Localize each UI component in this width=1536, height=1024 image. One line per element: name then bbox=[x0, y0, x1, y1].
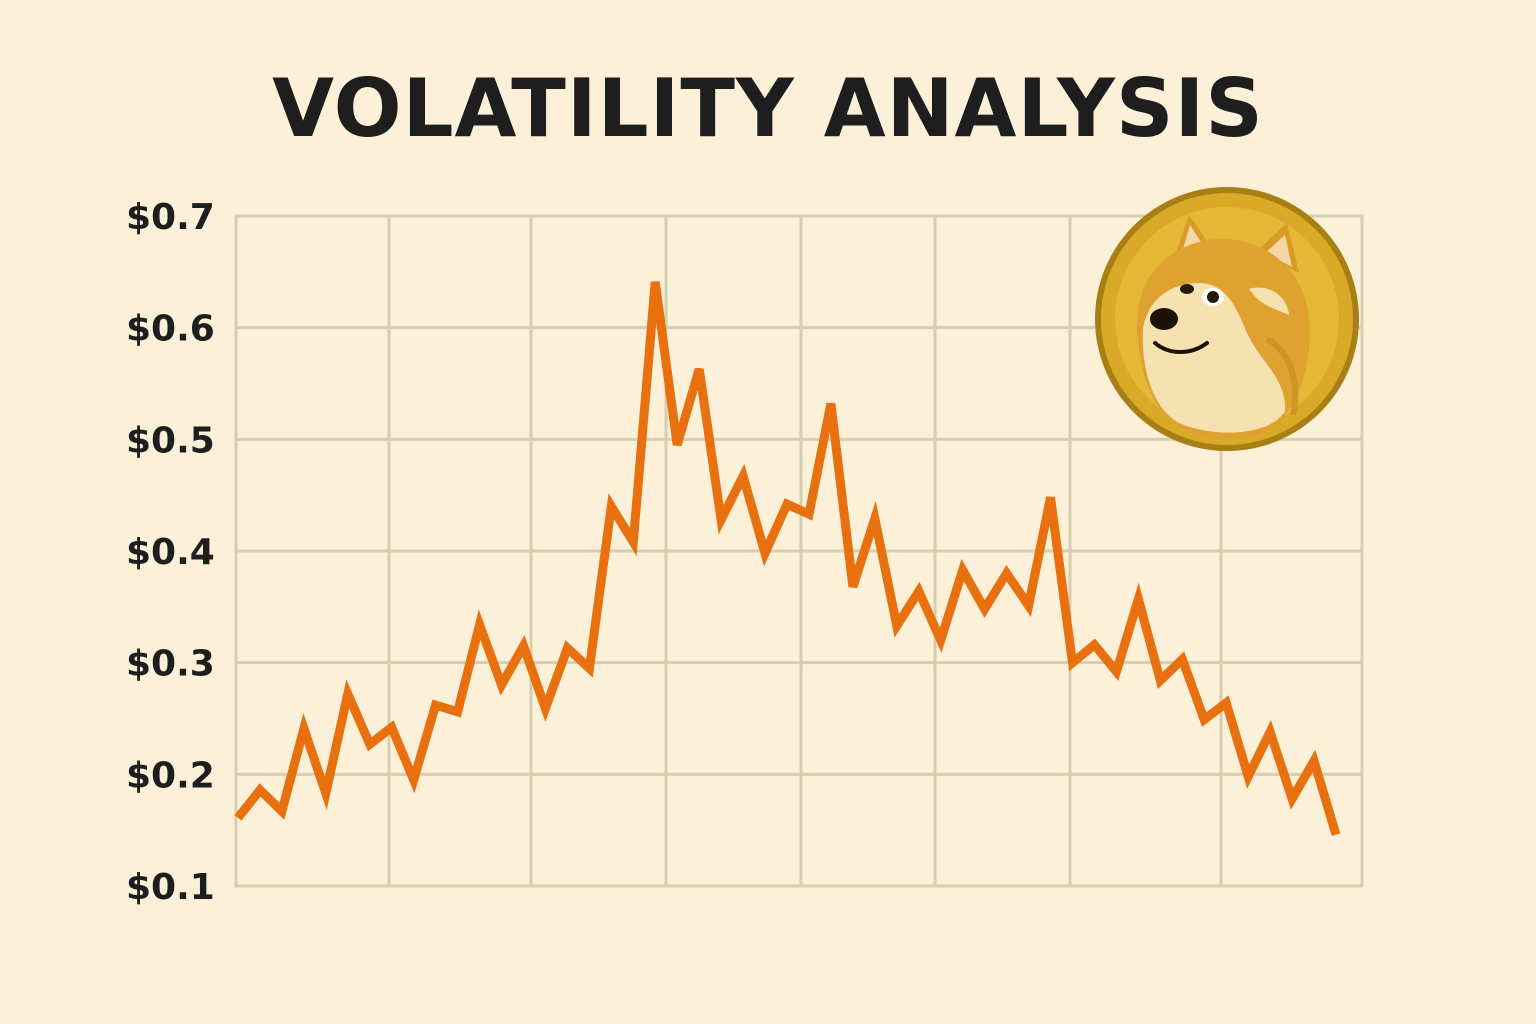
chart-title: VOLATILITY ANALYSIS bbox=[272, 62, 1264, 155]
series-group bbox=[234, 281, 1341, 836]
y-tick-label: $0.6 bbox=[126, 309, 215, 350]
doge-coin-icon bbox=[1095, 187, 1359, 451]
y-axis: $0.7 $0.6 $0.5 $0.4 $0.3 $0.2 $0.1 bbox=[126, 197, 215, 908]
y-tick-label: $0.7 bbox=[126, 197, 215, 238]
plot-frame bbox=[234, 214, 1364, 888]
chart-grid bbox=[234, 214, 1364, 888]
y-tick-label: $0.5 bbox=[126, 420, 215, 461]
y-tick-label: $0.2 bbox=[126, 755, 215, 796]
y-tick-label: $0.3 bbox=[126, 644, 215, 685]
y-tick-label: $0.1 bbox=[126, 867, 215, 908]
y-tick-label: $0.4 bbox=[126, 532, 215, 573]
series-line bbox=[234, 281, 1341, 836]
